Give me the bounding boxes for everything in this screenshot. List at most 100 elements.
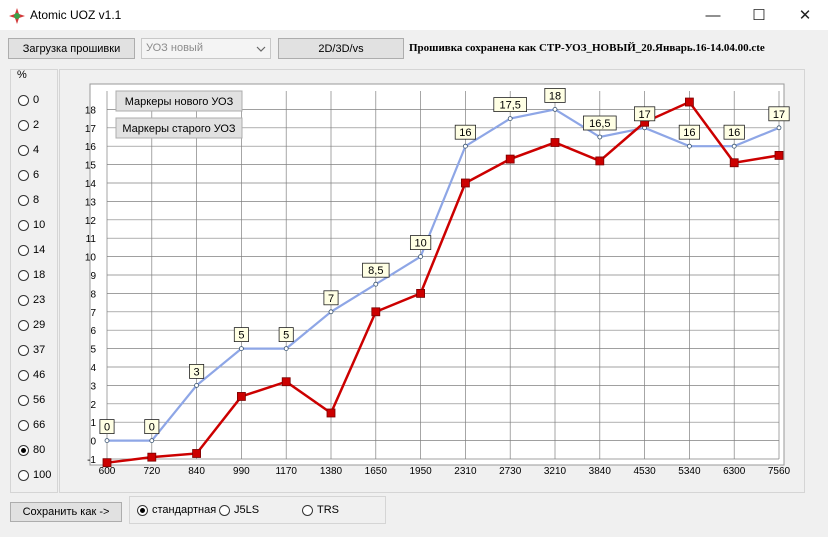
percent-option-label: 46	[33, 369, 46, 381]
percent-option-23[interactable]: 23	[18, 293, 78, 307]
radio-circle-icon	[18, 319, 29, 331]
chart-frame	[59, 69, 805, 493]
old-uoz-point[interactable]	[416, 288, 426, 298]
old-uoz-point[interactable]	[685, 97, 694, 107]
y-tick-label: 13	[85, 197, 97, 208]
new-uoz-point[interactable]	[507, 116, 513, 121]
close-button[interactable]: ✕	[782, 0, 828, 30]
new-uoz-point[interactable]	[328, 309, 334, 315]
old-uoz-point[interactable]	[281, 377, 291, 387]
format-option-label: стандартная	[152, 504, 217, 516]
percent-option-100[interactable]: 100	[18, 468, 78, 482]
percent-option-label: 8	[33, 194, 40, 206]
percent-option-0[interactable]: 0	[18, 93, 78, 107]
percent-option-56[interactable]: 56	[18, 393, 78, 407]
radio-circle-icon	[18, 144, 29, 156]
new-uoz-point[interactable]	[149, 438, 155, 444]
radio-circle-icon	[18, 469, 29, 481]
new-uoz-point[interactable]	[552, 107, 558, 112]
radio-circle-icon	[137, 504, 148, 516]
percent-option-37[interactable]: 37	[18, 343, 78, 357]
data-label-box	[362, 262, 390, 278]
new-markers-button[interactable]	[115, 90, 243, 112]
new-uoz-point[interactable]	[731, 143, 737, 149]
data-label: 5	[238, 330, 244, 342]
window-title: Atomic UOZ v1.1	[30, 8, 122, 22]
new-uoz-point[interactable]	[194, 382, 200, 388]
percent-option-29[interactable]: 29	[18, 318, 78, 332]
new-uoz-point[interactable]	[238, 346, 244, 352]
old-uoz-point[interactable]	[550, 138, 560, 147]
y-tick-label: 17	[85, 124, 97, 135]
percent-option-18[interactable]: 18	[18, 268, 78, 282]
old-uoz-point[interactable]	[236, 392, 246, 401]
y-tick-label: 16	[85, 142, 97, 153]
percent-option-66[interactable]: 66	[18, 418, 78, 432]
minimize-button[interactable]: —	[690, 0, 736, 30]
new-uoz-point[interactable]	[597, 134, 603, 140]
percent-option-46[interactable]: 46	[18, 368, 78, 382]
data-label: 10	[414, 238, 426, 250]
percent-option-label: 23	[33, 294, 46, 306]
data-label: 17	[638, 109, 650, 121]
percent-option-8[interactable]: 8	[18, 193, 78, 207]
profile-select[interactable]: УОЗ новый	[141, 38, 271, 59]
old-uoz-point[interactable]	[505, 154, 515, 164]
x-tick-label: 720	[143, 466, 160, 477]
old-uoz-point[interactable]	[460, 178, 470, 188]
minimize-icon: —	[705, 6, 721, 24]
old-uoz-point[interactable]	[326, 408, 336, 418]
data-label: 3	[194, 366, 200, 378]
percent-option-2[interactable]: 2	[18, 118, 78, 132]
y-tick-label: 3	[90, 381, 96, 392]
radio-circle-icon	[18, 369, 29, 381]
percent-option-4[interactable]: 4	[18, 143, 78, 157]
load-firmware-button[interactable]: Загрузка прошивки	[8, 38, 135, 59]
y-tick-label: 4	[90, 363, 96, 374]
new-uoz-point[interactable]	[104, 438, 110, 444]
y-tick-label: 1	[90, 418, 96, 429]
mode-2d3d-button[interactable]: 2D/3D/vs	[278, 38, 404, 59]
old-uoz-point[interactable]	[102, 458, 112, 468]
percent-option-6[interactable]: 6	[18, 168, 78, 182]
percent-option-80[interactable]: 80	[18, 443, 78, 457]
x-tick-label: 1170	[275, 466, 297, 477]
maximize-button[interactable]: ☐	[736, 0, 782, 30]
save-as-button[interactable]: Сохранить как ->	[10, 502, 122, 522]
y-tick-label: 18	[85, 105, 97, 116]
radio-circle-icon	[18, 119, 29, 131]
format-option-0[interactable]: стандартная	[137, 504, 216, 516]
percent-option-label: 80	[33, 444, 46, 456]
percent-option-14[interactable]: 14	[18, 243, 78, 257]
y-tick-label: -1	[87, 455, 96, 466]
data-label: 18	[549, 90, 561, 102]
percent-option-10[interactable]: 10	[18, 218, 78, 232]
app-icon	[9, 8, 25, 24]
new-uoz-point[interactable]	[283, 346, 289, 352]
percent-option-label: 100	[33, 469, 52, 481]
format-option-2[interactable]: TRS	[302, 504, 339, 516]
data-label-box	[144, 419, 160, 435]
old-uoz-point[interactable]	[371, 307, 381, 317]
new-uoz-point[interactable]	[373, 281, 379, 287]
old-uoz-point[interactable]	[595, 156, 605, 166]
old-uoz-point[interactable]	[147, 452, 157, 462]
old-uoz-point[interactable]	[192, 449, 202, 458]
radio-circle-icon	[18, 244, 29, 256]
percent-option-label: 14	[33, 244, 46, 256]
radio-circle-icon	[18, 419, 29, 431]
old-uoz-point[interactable]	[729, 158, 739, 168]
format-option-1[interactable]: J5LS	[219, 504, 259, 516]
data-label: 7	[328, 293, 334, 305]
y-tick-label: 2	[90, 400, 96, 411]
radio-circle-icon	[18, 294, 29, 306]
new-uoz-point[interactable]	[776, 125, 782, 131]
percent-option-label: 37	[33, 344, 46, 356]
new-uoz-point[interactable]	[687, 143, 692, 149]
radio-circle-icon	[18, 344, 29, 356]
old-markers-button[interactable]	[115, 117, 243, 139]
new-uoz-point[interactable]	[462, 143, 468, 149]
old-uoz-point[interactable]	[774, 150, 784, 160]
y-tick-label: 8	[90, 289, 96, 300]
new-uoz-point[interactable]	[418, 254, 424, 260]
